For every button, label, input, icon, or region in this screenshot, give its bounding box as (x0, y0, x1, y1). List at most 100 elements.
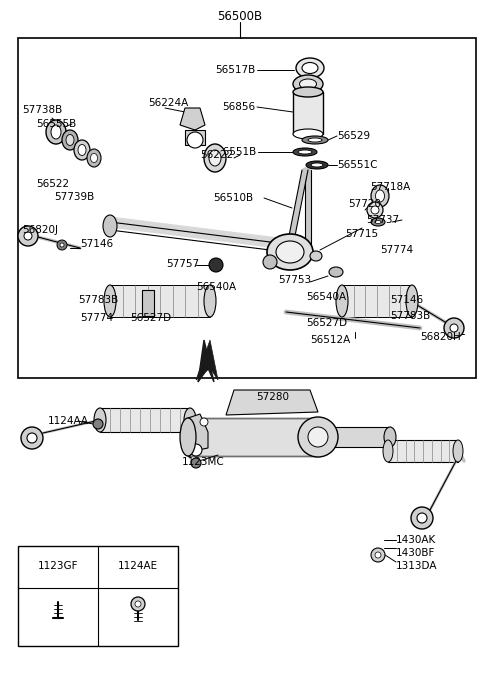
Ellipse shape (371, 218, 385, 226)
Polygon shape (198, 340, 214, 382)
Circle shape (375, 552, 381, 558)
Ellipse shape (371, 185, 389, 207)
Ellipse shape (293, 148, 317, 156)
Bar (388, 440, 458, 462)
Text: 56540A: 56540A (196, 282, 236, 292)
Ellipse shape (103, 215, 117, 237)
Text: 57783B: 57783B (78, 295, 118, 305)
Ellipse shape (87, 149, 101, 167)
Ellipse shape (78, 145, 86, 155)
Bar (330, 427, 390, 447)
Text: 57783B: 57783B (390, 311, 430, 321)
Text: 57753: 57753 (278, 275, 311, 285)
Bar (110, 285, 210, 317)
Text: 56540A: 56540A (306, 292, 346, 302)
Ellipse shape (383, 440, 393, 462)
Circle shape (93, 419, 103, 429)
Text: 57280: 57280 (256, 392, 289, 402)
Text: 56517B: 56517B (215, 65, 255, 75)
Polygon shape (185, 130, 205, 145)
Text: 56856: 56856 (222, 102, 255, 112)
Text: 56222: 56222 (200, 150, 233, 160)
Polygon shape (226, 390, 318, 415)
Text: 56224A: 56224A (148, 98, 188, 108)
Text: 1123GF: 1123GF (38, 561, 78, 571)
Text: 57146: 57146 (80, 239, 113, 249)
Bar (188, 418, 318, 456)
Ellipse shape (104, 285, 116, 317)
Circle shape (298, 417, 338, 457)
Circle shape (190, 444, 202, 456)
Ellipse shape (204, 144, 226, 172)
Ellipse shape (367, 202, 383, 218)
Circle shape (187, 132, 203, 148)
Text: 57757: 57757 (166, 259, 199, 269)
Bar (293, 92, 323, 134)
Ellipse shape (300, 79, 316, 89)
Ellipse shape (46, 120, 66, 144)
Text: 57737: 57737 (366, 215, 399, 225)
Circle shape (450, 324, 458, 332)
Ellipse shape (62, 130, 78, 150)
Text: 57774: 57774 (380, 245, 413, 255)
Circle shape (308, 427, 328, 447)
Text: 56527D: 56527D (306, 318, 347, 328)
Ellipse shape (310, 418, 326, 456)
Ellipse shape (384, 427, 396, 447)
Text: 56555B: 56555B (36, 119, 76, 129)
Ellipse shape (293, 75, 323, 93)
Ellipse shape (453, 440, 463, 462)
Circle shape (209, 258, 223, 272)
Circle shape (444, 318, 464, 338)
Polygon shape (180, 108, 205, 130)
Ellipse shape (184, 408, 196, 432)
Circle shape (411, 507, 433, 529)
Ellipse shape (308, 138, 322, 142)
Text: 56510B: 56510B (213, 193, 253, 203)
Bar (342, 285, 412, 317)
Text: 56820H: 56820H (420, 332, 461, 342)
Circle shape (417, 513, 427, 523)
Bar (18, 38, 476, 378)
Text: 56551B: 56551B (216, 147, 256, 157)
Circle shape (191, 458, 201, 468)
Circle shape (135, 601, 141, 607)
Text: 1124AE: 1124AE (118, 561, 158, 571)
Bar (100, 408, 190, 432)
Circle shape (60, 243, 64, 247)
Bar (18, 546, 178, 646)
Ellipse shape (329, 267, 343, 277)
Ellipse shape (51, 125, 61, 139)
Text: 57146: 57146 (390, 295, 423, 305)
Text: 57739B: 57739B (54, 192, 94, 202)
Text: 56500B: 56500B (217, 10, 263, 23)
Ellipse shape (91, 153, 97, 162)
Ellipse shape (209, 150, 221, 166)
Ellipse shape (66, 134, 74, 145)
Polygon shape (188, 414, 208, 452)
Ellipse shape (336, 285, 348, 317)
Ellipse shape (180, 418, 196, 456)
Ellipse shape (306, 161, 328, 169)
Ellipse shape (296, 58, 324, 78)
Text: 1313DA: 1313DA (396, 561, 437, 571)
Circle shape (24, 232, 32, 240)
Text: 56529: 56529 (337, 131, 370, 141)
Bar (142, 290, 154, 316)
Text: 57774: 57774 (80, 313, 113, 323)
Circle shape (131, 597, 145, 611)
Circle shape (263, 255, 277, 269)
Text: 57715: 57715 (345, 229, 378, 239)
Circle shape (27, 433, 37, 443)
Circle shape (200, 418, 208, 426)
Text: 56522: 56522 (36, 179, 69, 189)
Text: 56527D: 56527D (130, 313, 171, 323)
Circle shape (57, 240, 67, 250)
Ellipse shape (293, 129, 323, 139)
Text: 57718A: 57718A (370, 182, 410, 192)
Ellipse shape (371, 206, 379, 214)
Circle shape (18, 226, 38, 246)
Polygon shape (196, 340, 218, 380)
Ellipse shape (302, 136, 328, 144)
Text: 56820J: 56820J (22, 225, 58, 235)
